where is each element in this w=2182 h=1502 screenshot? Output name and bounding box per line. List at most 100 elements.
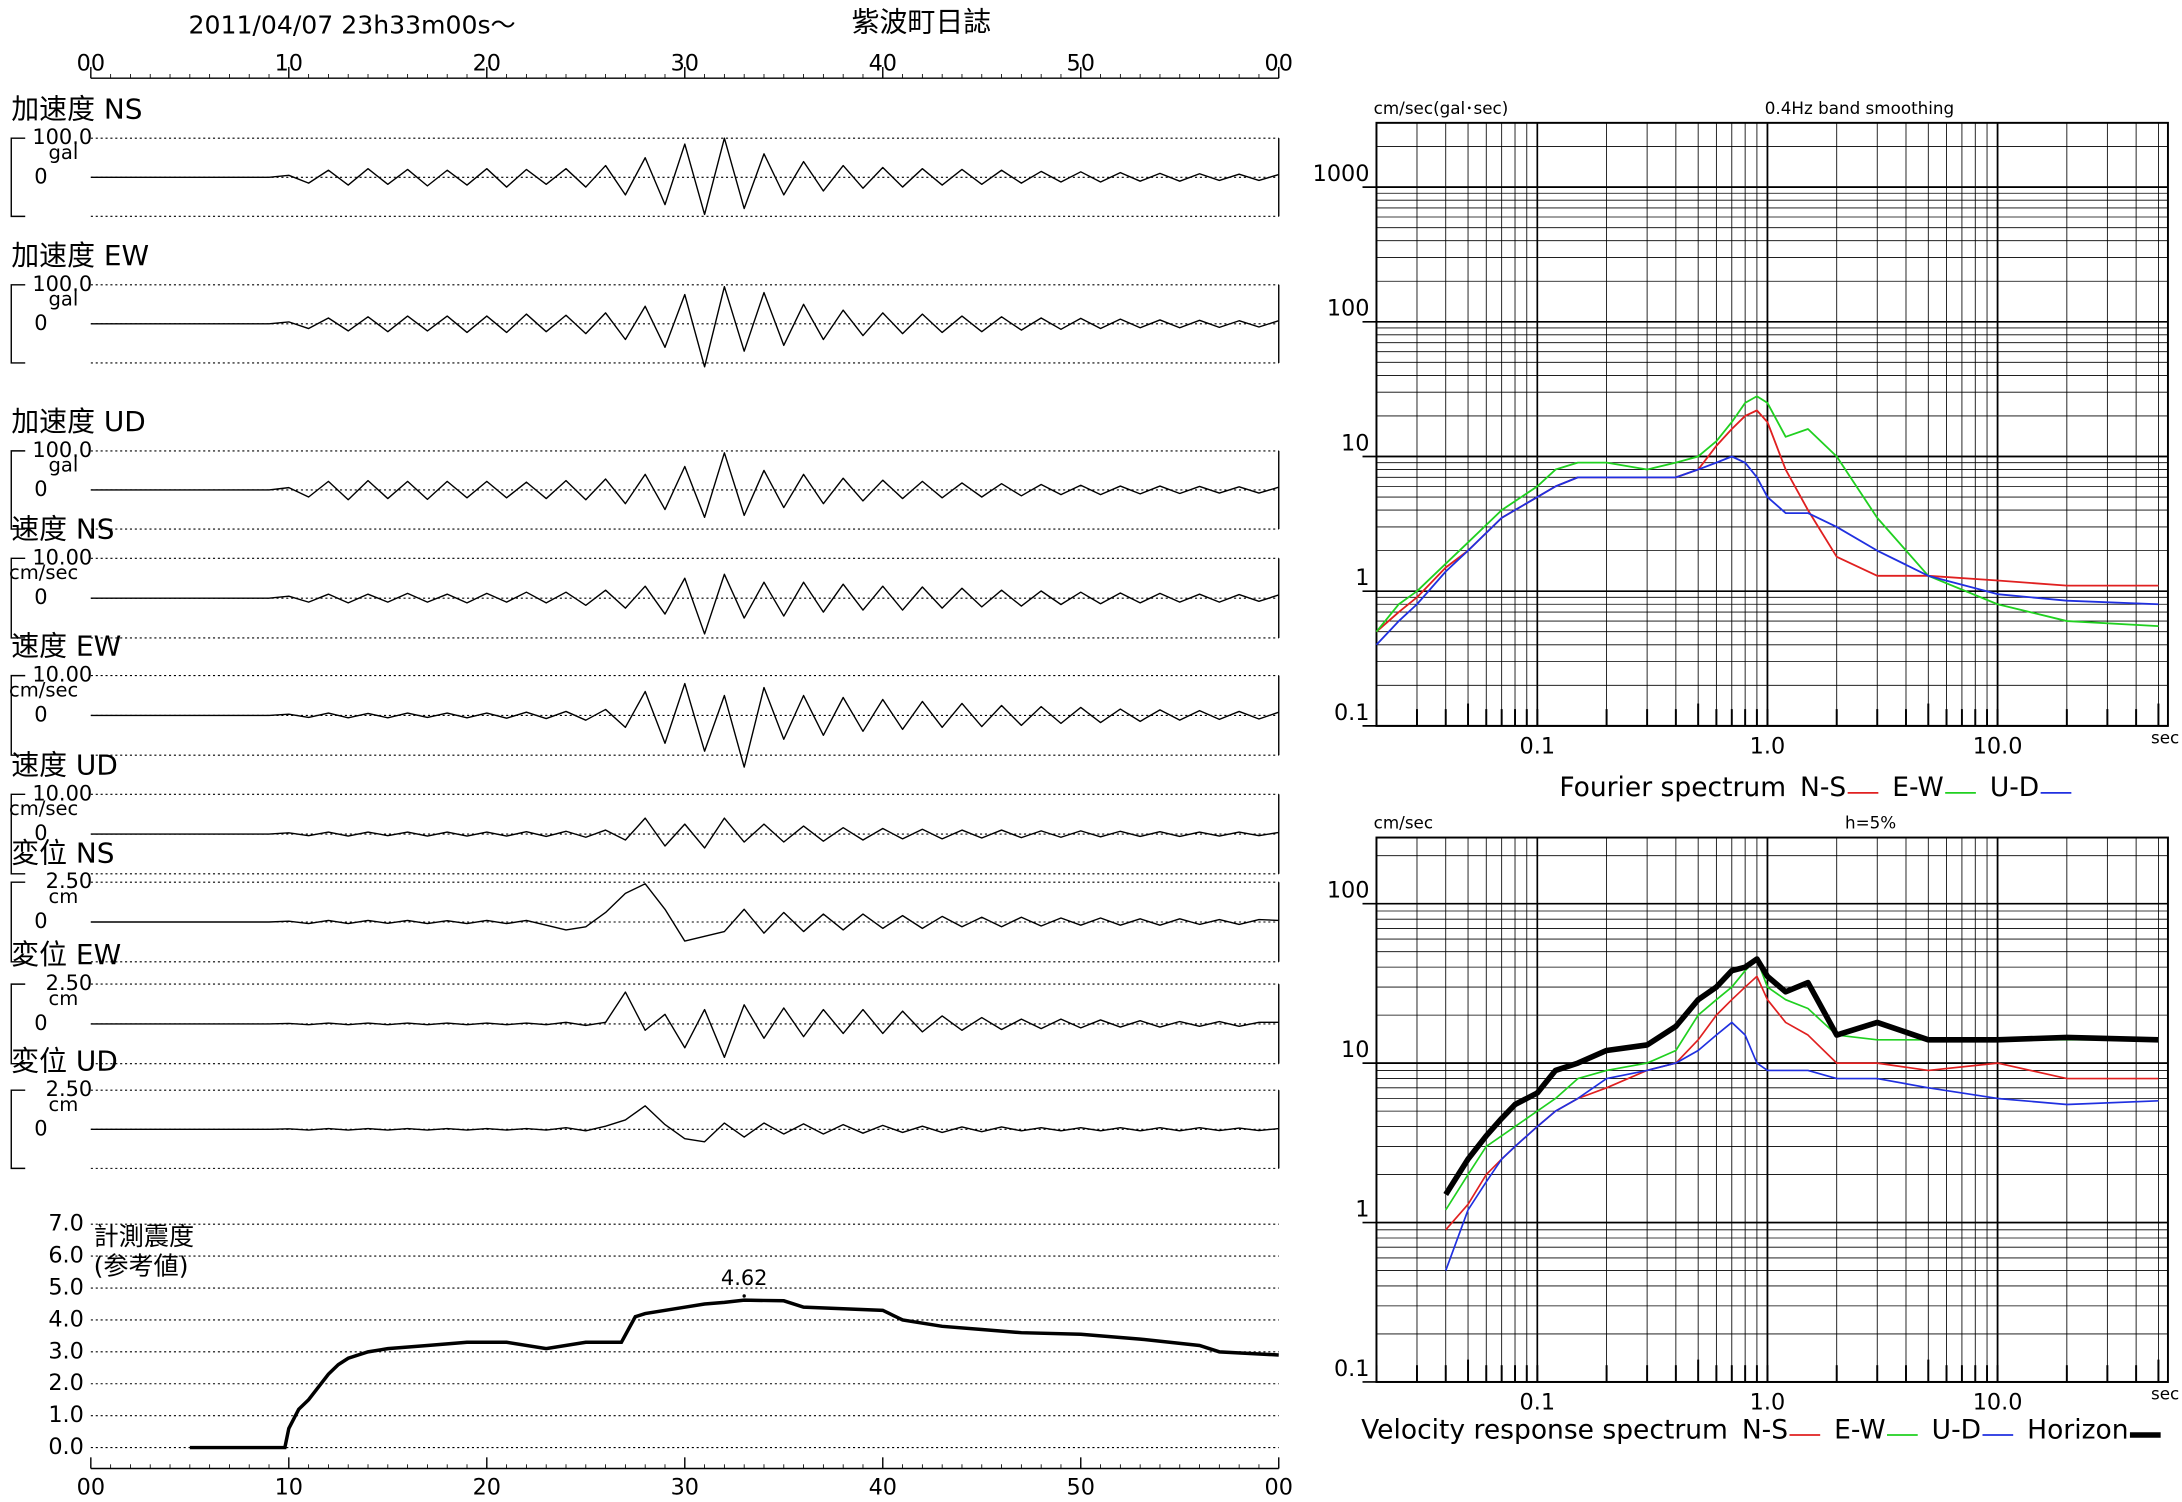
x-tick-label: 00 <box>1265 51 1293 77</box>
trace-label: 速度 EW <box>11 630 121 663</box>
trace-bracket <box>10 674 26 756</box>
peak-dot <box>742 1294 746 1298</box>
trace-bracket <box>10 450 26 530</box>
waveform <box>90 991 1279 1059</box>
legend-label: E-W <box>1892 772 1943 803</box>
x-tick-label: 30 <box>671 51 699 77</box>
y-tick-label: 2.0 <box>48 1370 84 1396</box>
x-tick-label: 40 <box>869 51 897 77</box>
intensity-line <box>189 1298 1279 1450</box>
legend-title: Velocity response spectrum <box>1361 1414 1728 1445</box>
chart-title: h=5% <box>1845 813 1896 833</box>
trace-bracket <box>10 793 26 875</box>
trace-bracket <box>10 983 26 1065</box>
spectrum-line <box>1445 958 2159 1211</box>
y-tick-label: 10.00 <box>32 781 92 805</box>
y-tick-label: 0 <box>34 311 47 335</box>
unit-label: cm/sec <box>9 678 78 701</box>
y-tick-label: 10.00 <box>32 663 92 687</box>
y-tick-label: 6.0 <box>48 1243 84 1269</box>
x-axis-label: sec <box>2151 1384 2179 1404</box>
legend-label: N-S <box>1742 1414 1788 1445</box>
legend-label: U-D <box>1990 772 2039 803</box>
unit-label: cm <box>49 987 79 1010</box>
legend-label: N-S <box>1800 772 1846 803</box>
spectrum-line <box>1444 1021 2159 1271</box>
trace-label: 加速度 NS <box>11 92 142 125</box>
y-tick-label: 3.0 <box>48 1338 84 1364</box>
waveform <box>90 573 1279 635</box>
x-tick-label: 40 <box>869 1475 897 1501</box>
y-tick-label: 2.50 <box>46 869 93 893</box>
y-tick-label: 10 <box>1341 1037 1369 1063</box>
trace-bracket <box>10 284 26 364</box>
trace-bracket <box>10 137 26 218</box>
trace-label: 変位 NS <box>11 836 114 869</box>
x-tick-label: 0.1 <box>1520 1389 1556 1415</box>
y-axis-label: 計測震度 <box>94 1222 194 1251</box>
legend-label: U-D <box>1932 1414 1981 1445</box>
chart-title: 紫波町日誌 <box>852 6 992 39</box>
x-tick-label: 00 <box>77 51 105 77</box>
y-tick-label: 100 <box>1327 296 1370 322</box>
trace-bracket <box>10 881 26 963</box>
x-axis-label: sec <box>2151 727 2179 747</box>
y-tick-label: 0 <box>34 585 47 609</box>
x-tick-label: 50 <box>1067 51 1095 77</box>
unit-label: cm <box>49 885 79 908</box>
x-tick-label: 1.0 <box>1750 733 1786 759</box>
x-tick-label: 10.0 <box>1973 1389 2023 1415</box>
spectrum-line <box>1375 395 2159 633</box>
trace-label: 速度 UD <box>11 748 118 781</box>
y-tick-label: 1 <box>1355 1196 1369 1222</box>
x-tick-label: 0.1 <box>1520 733 1556 759</box>
unit-label: gal <box>48 288 78 311</box>
waveform <box>90 1105 1279 1143</box>
chart-subtitle: 2011/04/07 23h33m00s〜 <box>189 11 516 40</box>
spectrum-line <box>1375 455 2159 646</box>
trace-label: 加速度 EW <box>11 239 149 272</box>
trace-label: 加速度 UD <box>11 405 146 438</box>
x-tick-label: 10.0 <box>1973 733 2023 759</box>
waveform <box>90 286 1279 368</box>
y-tick-label: 100.0 <box>32 438 92 462</box>
waveform <box>90 452 1279 519</box>
waveform <box>90 137 1279 216</box>
spectrum-line <box>1443 956 2159 1196</box>
waveform <box>90 817 1279 849</box>
x-tick-label: 20 <box>473 1475 501 1501</box>
x-tick-label: 20 <box>473 51 501 77</box>
y-tick-label: 0 <box>34 477 47 501</box>
unit-label: cm/sec <box>9 797 78 820</box>
trace-label: 変位 UD <box>11 1044 118 1077</box>
legend-label: E-W <box>1834 1414 1885 1445</box>
plot-frame <box>1375 121 2169 727</box>
y-tick-label: 2.50 <box>46 971 93 995</box>
y-tick-label: 100 <box>1327 878 1370 904</box>
y-tick-label: 4.0 <box>48 1306 84 1332</box>
x-tick-label: 10 <box>275 1475 303 1501</box>
y-tick-label: 0 <box>34 909 47 933</box>
y-tick-label: 0 <box>34 1011 47 1035</box>
y-tick-label: 100.0 <box>32 272 92 296</box>
y-tick-label: 1.0 <box>48 1402 84 1428</box>
y-axis-label: cm/sec(gal･sec) <box>1374 98 1509 118</box>
y-tick-label: 2.50 <box>46 1077 93 1101</box>
y-tick-label: 0 <box>34 821 47 845</box>
unit-label: cm/sec <box>9 561 78 584</box>
y-tick-label: 1000 <box>1313 161 1370 187</box>
y-tick-label: 1 <box>1355 565 1369 591</box>
y-tick-label: 100.0 <box>32 125 92 149</box>
trace-label: 速度 NS <box>11 512 114 545</box>
x-tick-label: 10 <box>275 51 303 77</box>
y-axis-note: (参考値) <box>94 1251 189 1280</box>
y-tick-label: 0.1 <box>1334 700 1370 726</box>
unit-label: gal <box>48 141 78 164</box>
x-tick-label: 50 <box>1067 1475 1095 1501</box>
y-tick-label: 0 <box>34 164 47 188</box>
trace-bracket <box>10 557 26 639</box>
legend-label: Horizon <box>2027 1414 2128 1445</box>
y-tick-label: 10 <box>1341 430 1369 456</box>
y-tick-label: 10.00 <box>32 545 92 569</box>
y-axis-label: cm/sec <box>1374 813 1433 833</box>
